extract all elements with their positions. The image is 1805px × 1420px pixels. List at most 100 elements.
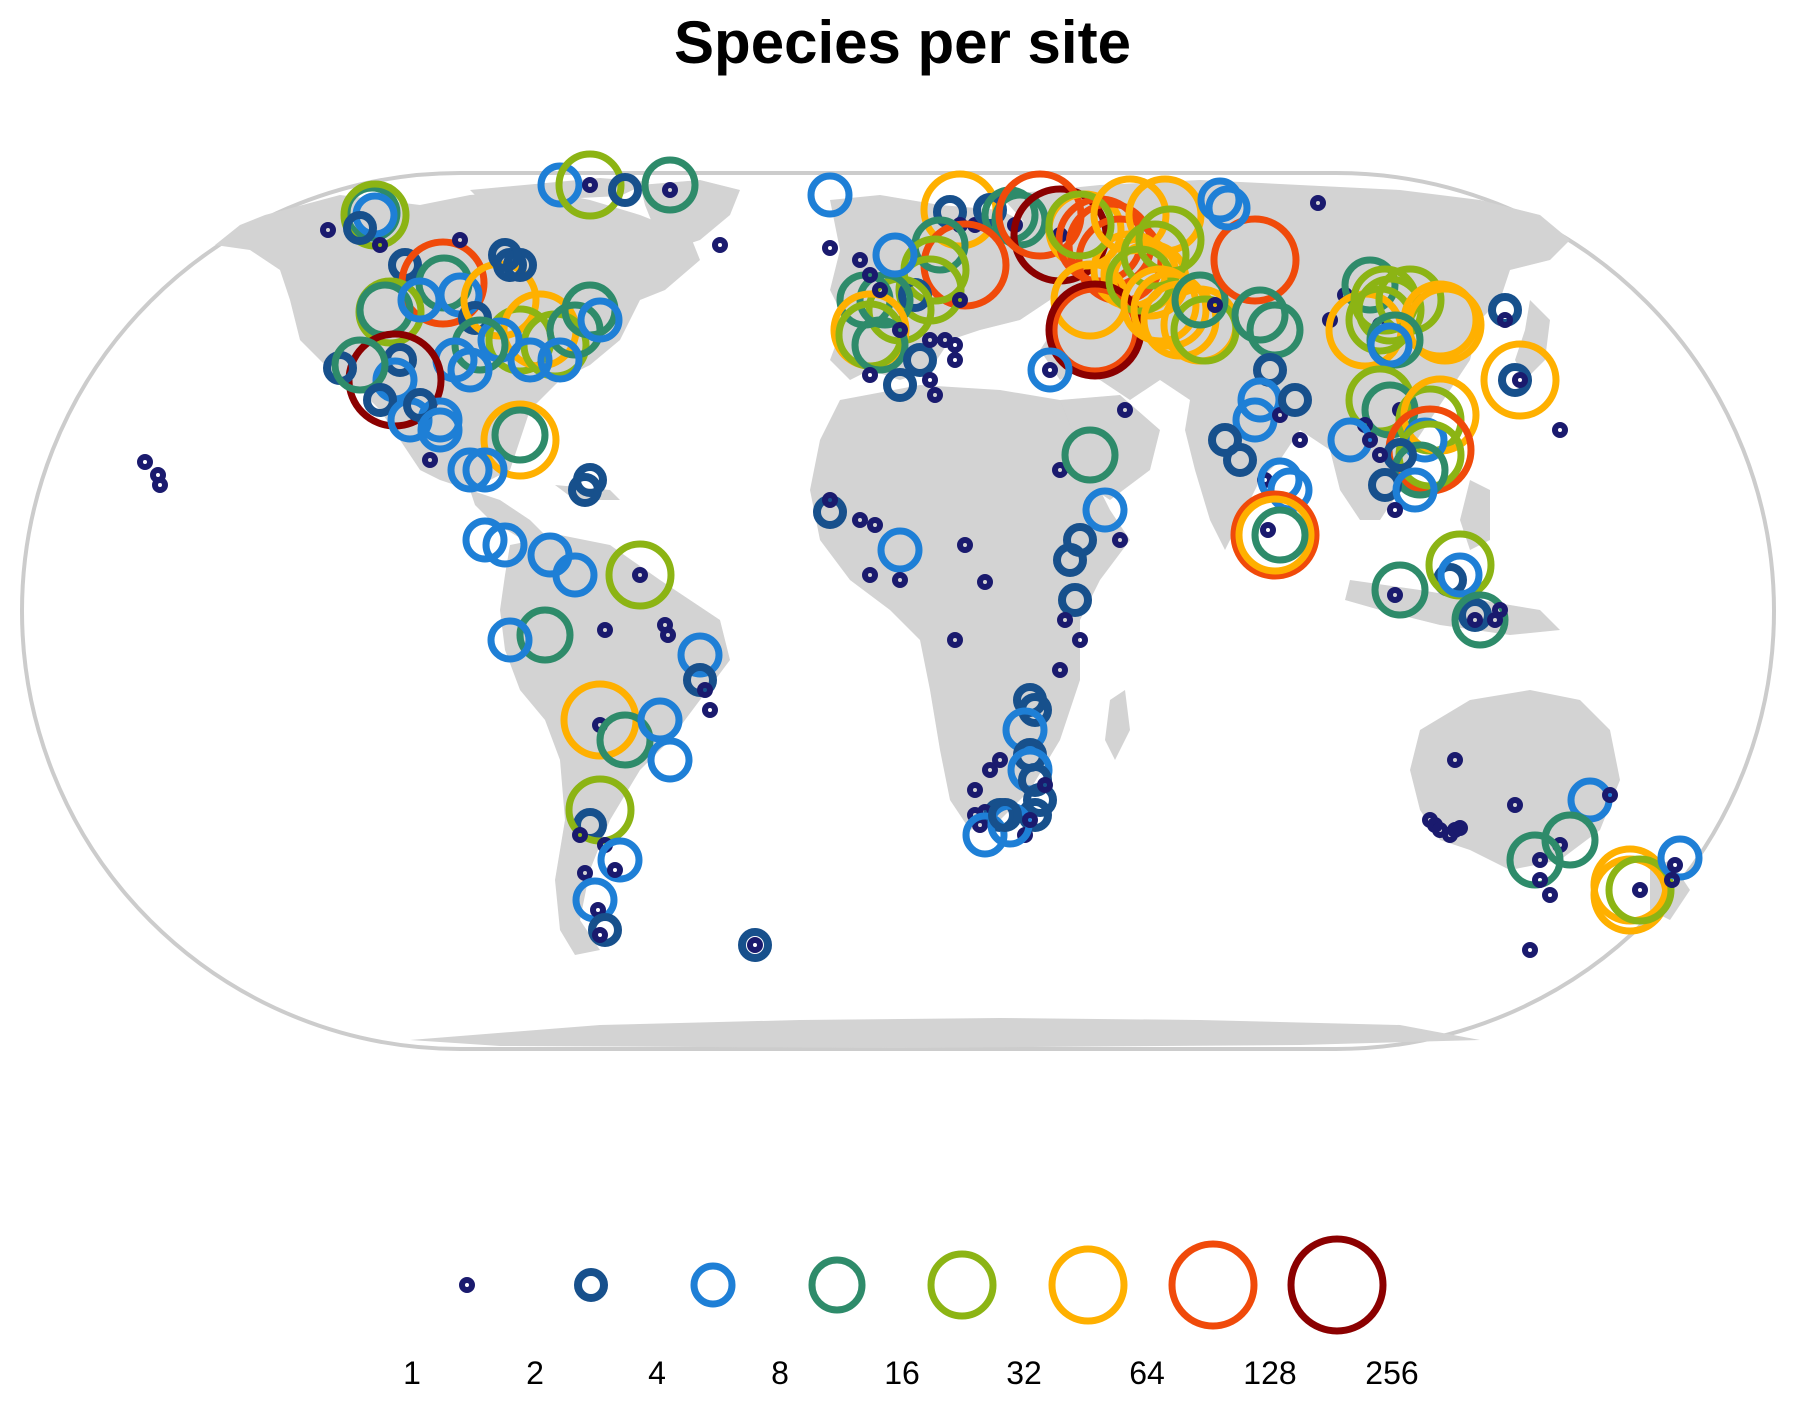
site-marker [452,232,468,248]
site-marker [962,812,1008,858]
site-marker [641,156,699,214]
greenland-land [640,180,740,250]
site-marker [482,522,528,568]
site-marker [1207,297,1223,313]
site-marker [1272,407,1288,423]
site-marker [608,173,642,207]
site-marker [488,238,522,272]
legend-label-128: 128 [1243,1355,1297,1391]
site-marker [1480,340,1560,420]
site-marker [1197,177,1243,223]
site-marker [607,862,623,878]
site-marker [1120,265,1200,345]
site-marker [647,737,693,783]
site-marker [152,477,168,493]
site-marker [1310,195,1326,211]
site-marker [862,567,878,583]
site-marker [1082,487,1128,533]
site-marker [447,447,493,493]
site-marker [1052,662,1068,678]
site-marker [862,367,878,383]
legend-symbol-16 [927,1250,997,1320]
legend-label-8: 8 [771,1355,789,1391]
site-marker [537,337,583,383]
site-marker [1052,462,1068,478]
site-marker [1387,587,1403,603]
site-marker [1367,322,1413,368]
site-marker [991,191,1049,249]
site-marker [637,697,683,743]
site-marker [1487,612,1503,628]
site-marker [1112,532,1128,548]
africa-land [810,385,1130,830]
site-marker [507,337,553,383]
site-marker [1278,383,1312,417]
site-marker [343,211,377,245]
site-marker [872,232,918,278]
site-marker [552,552,598,598]
site-marker [1497,312,1513,328]
site-marker [592,927,608,943]
site-marker [1251,506,1309,564]
site-marker [1605,855,1675,925]
site-marker [862,267,878,283]
site-marker [597,837,643,883]
legend-symbol-2 [574,1268,608,1302]
site-marker [1210,215,1300,305]
site-marker [982,762,998,778]
site-marker [1205,185,1251,231]
legend-label-256: 256 [1365,1355,1419,1391]
site-marker [1042,362,1058,378]
site-marker [1667,857,1683,873]
central-america-land [470,490,550,550]
site-marker [1664,872,1680,888]
site-marker [582,177,598,193]
site-marker [822,240,838,256]
site-marker [927,387,943,403]
legend-label-2: 2 [526,1355,544,1391]
site-marker [662,182,678,198]
site-marker [988,798,1022,832]
site-marker [1223,443,1257,477]
site-marker [320,222,336,238]
site-marker [1057,612,1073,628]
site-marker [572,827,588,843]
legend-symbol-1 [459,1277,475,1293]
site-marker [697,682,713,698]
site-marker [660,627,676,643]
site-marker [480,400,560,480]
site-marker [957,537,973,553]
site-marker [1072,632,1088,648]
legend-symbol-8 [808,1256,866,1314]
site-marker [867,517,883,533]
map-title: Species per site [674,9,1131,76]
site-marker [1053,543,1087,577]
site-marker [331,336,389,394]
japan-land [1515,300,1550,380]
site-marker [1532,872,1548,888]
site-marker [491,406,549,464]
legend-symbol-128 [1287,1235,1387,1335]
legend-label-64: 64 [1129,1355,1165,1391]
site-marker [588,913,622,947]
site-marker [1437,552,1483,598]
site-marker [555,150,625,220]
site-marker [403,388,437,422]
legend-label-1: 1 [403,1355,421,1391]
site-marker [872,282,888,298]
site-marker [992,752,1008,768]
site-marker [892,322,908,338]
site-marker [1231,286,1289,344]
site-marker [677,632,723,678]
site-marker [417,407,463,453]
site-marker [1171,271,1229,329]
site-marker [1341,256,1399,314]
madagascar-land [1105,690,1130,760]
site-marker [1058,583,1092,617]
site-marker [1260,522,1276,538]
site-marker [1327,417,1373,463]
site-marker [1632,882,1648,898]
site-marker [462,447,508,493]
site-marker [947,352,963,368]
